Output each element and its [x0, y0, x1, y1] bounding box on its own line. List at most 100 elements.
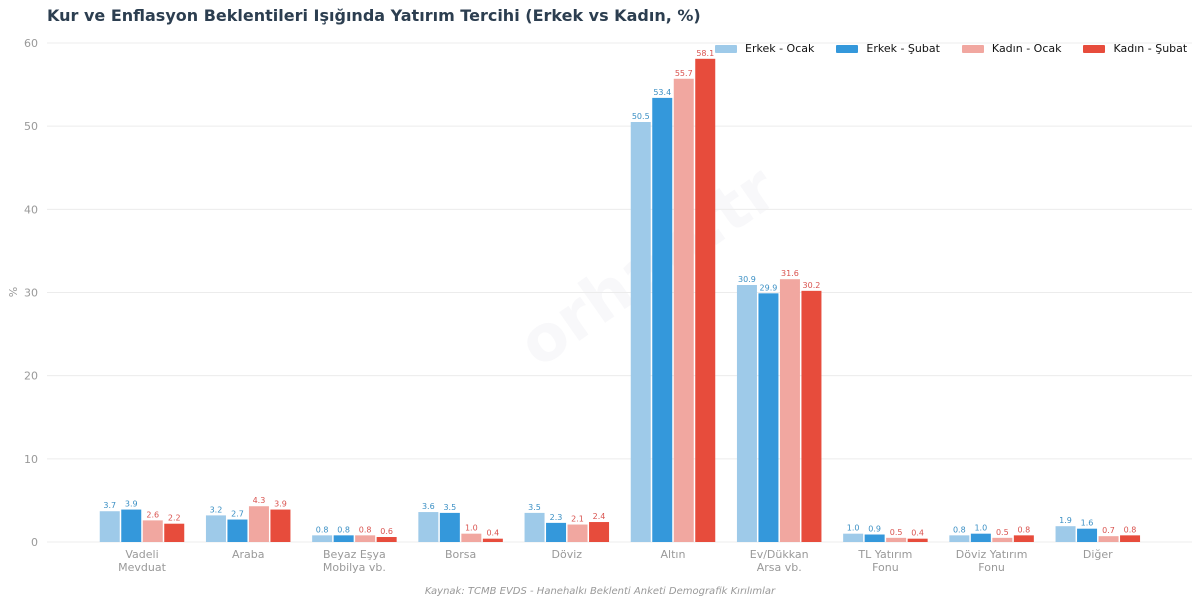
bar: [142, 520, 163, 542]
bar-value-label: 3.7: [103, 501, 116, 510]
legend-swatch: [715, 44, 737, 53]
bar: [333, 535, 354, 542]
x-tick-label: Mobilya vb.: [323, 561, 386, 574]
bar-value-label: 0.8: [1124, 525, 1137, 534]
source-note: Kaynak: TCMB EVDS - Hanehalkı Beklenti A…: [424, 586, 776, 597]
bar-value-label: 2.6: [146, 510, 159, 519]
bar-value-label: 50.5: [632, 112, 650, 121]
bar-value-label: 0.8: [337, 525, 350, 534]
bar: [886, 537, 907, 542]
y-tick-label: 10: [24, 453, 38, 466]
bars: [99, 58, 1141, 543]
x-tick-label: TL Yatırım: [857, 548, 912, 561]
bar: [99, 511, 120, 542]
x-tick-label: Diğer: [1083, 548, 1113, 561]
x-tick-label: Araba: [232, 548, 265, 561]
bar-value-label: 0.8: [316, 525, 329, 534]
bar: [758, 293, 779, 542]
x-tick-label: Borsa: [445, 548, 476, 561]
bar-value-label: 3.9: [274, 500, 287, 509]
bar: [652, 97, 673, 542]
bar-value-label: 1.9: [1059, 516, 1072, 525]
legend-swatch: [836, 44, 859, 53]
legend-swatch: [1083, 44, 1106, 53]
bar-value-label: 3.5: [443, 503, 456, 512]
bar: [205, 515, 226, 542]
y-tick-label: 60: [24, 37, 38, 50]
legend-label: Erkek - Şubat: [866, 42, 940, 55]
legend-item: Kadın - Ocak: [961, 42, 1062, 55]
bar-value-label: 29.9: [760, 283, 778, 292]
y-tick-label: 0: [31, 536, 38, 549]
bar-value-label: 30.9: [738, 275, 756, 284]
x-tick-label: Fonu: [872, 561, 899, 574]
bar-value-label: 1.6: [1081, 519, 1094, 528]
legend-item: Kadın - Şubat: [1083, 42, 1187, 55]
bar: [461, 533, 482, 542]
bar: [843, 533, 864, 542]
bar-value-label: 0.4: [486, 529, 499, 538]
bar-value-label: 3.2: [210, 505, 223, 514]
bar: [630, 122, 651, 542]
bar: [482, 538, 503, 542]
bar: [673, 78, 694, 543]
bar-value-label: 3.9: [125, 500, 138, 509]
bar-value-label: 58.1: [696, 49, 714, 58]
bar: [736, 285, 757, 542]
bar-value-label: 1.0: [465, 524, 478, 533]
bar: [864, 534, 885, 542]
bar-value-label: 55.7: [675, 69, 693, 78]
bar: [949, 535, 970, 542]
y-tick-label: 40: [24, 203, 38, 216]
bar: [992, 537, 1013, 542]
bar-value-label: 31.6: [781, 269, 799, 278]
bar: [970, 533, 991, 542]
y-axis-label: %: [7, 287, 20, 297]
bar-value-label: 0.5: [996, 528, 1009, 537]
x-tick-label: Ev/Dükkan: [750, 548, 809, 561]
bar: [227, 519, 248, 542]
x-tick-label: Arsa vb.: [757, 561, 802, 574]
bar: [1013, 535, 1034, 542]
x-tick-label: Beyaz Eşya: [323, 548, 386, 561]
bar: [1098, 536, 1119, 542]
bar: [801, 290, 822, 542]
legend-label: Erkek - Ocak: [745, 42, 815, 55]
bar: [1077, 528, 1098, 542]
bar-value-label: 0.4: [911, 529, 924, 538]
bar: [524, 512, 545, 542]
bar-value-label: 0.9: [868, 525, 881, 534]
bar: [270, 509, 291, 542]
bar: [567, 524, 588, 542]
x-tick-label: Altın: [661, 548, 686, 561]
legend: Erkek - Ocak Erkek - Şubat Kadın - Ocak Kad…: [715, 42, 1187, 55]
bar: [907, 538, 928, 542]
y-axis-ticks: 0 10 20 30 40 50 60: [24, 37, 38, 549]
bar-value-label: 30.2: [803, 281, 821, 290]
bar: [376, 537, 397, 542]
y-tick-label: 50: [24, 120, 38, 133]
bar: [1120, 535, 1141, 542]
bar: [546, 522, 567, 542]
grid-lines: [47, 42, 1192, 543]
bar-value-label: 0.8: [359, 525, 372, 534]
bar: [164, 523, 185, 542]
bar-value-label: 0.5: [890, 528, 903, 537]
bar-value-label: 0.7: [1102, 526, 1115, 535]
bar-value-label: 2.1: [571, 515, 584, 524]
x-tick-label: Fonu: [978, 561, 1005, 574]
legend-label: Kadın - Ocak: [991, 42, 1062, 55]
x-tick-label: Döviz: [552, 548, 583, 561]
bar-value-label: 2.3: [550, 513, 563, 522]
chart-title: Kur ve Enflasyon Beklentileri Işığında Y…: [47, 6, 701, 25]
bar-value-label: 3.5: [528, 503, 541, 512]
legend-label: Kadın - Şubat: [1113, 42, 1188, 55]
bar-value-label: 4.3: [253, 496, 266, 505]
y-tick-label: 20: [24, 370, 38, 383]
bar: [312, 535, 333, 542]
bar: [121, 509, 142, 542]
bar: [1055, 526, 1076, 542]
bar-value-label: 2.2: [168, 514, 181, 523]
